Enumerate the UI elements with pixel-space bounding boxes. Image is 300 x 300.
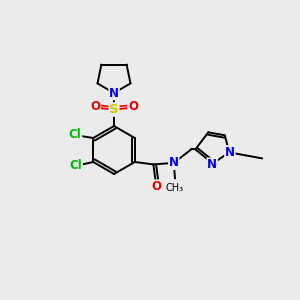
Text: O: O — [128, 100, 138, 113]
Text: Cl: Cl — [69, 159, 82, 172]
Text: CH₃: CH₃ — [166, 183, 184, 193]
Text: N: N — [169, 156, 179, 170]
Text: S: S — [109, 103, 119, 116]
Text: O: O — [152, 180, 161, 193]
Text: N: N — [225, 146, 235, 159]
Text: N: N — [207, 158, 217, 171]
Text: N: N — [109, 86, 119, 100]
Text: Cl: Cl — [69, 128, 82, 142]
Text: O: O — [90, 100, 100, 113]
